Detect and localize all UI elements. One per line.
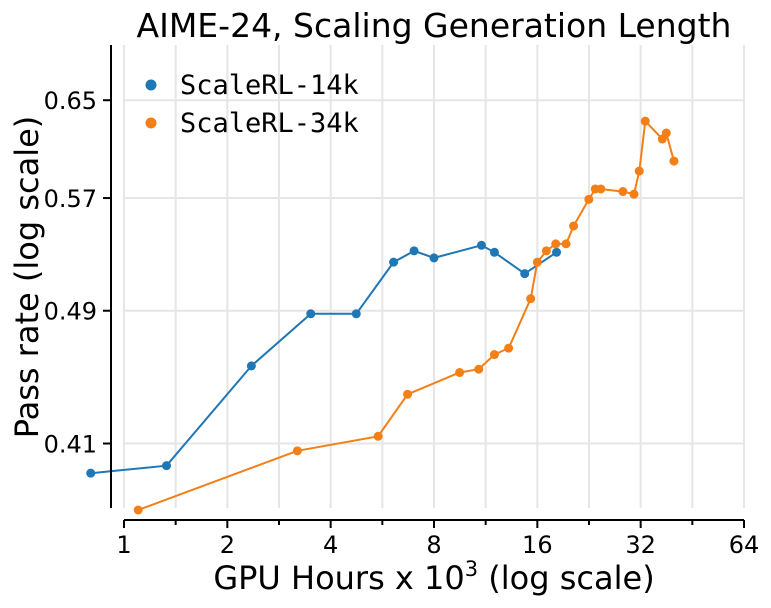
data-point [532,257,542,267]
x-tick-label: 8 [426,531,441,559]
x-tick-label: 4 [323,531,338,559]
data-point [561,239,571,249]
legend-marker [145,79,157,91]
data-point [351,309,361,319]
data-point [569,221,579,231]
series-line [137,118,675,511]
x-axis-label-tail: (log scale) [478,559,655,597]
y-tick-label: 0.65 [44,87,97,115]
data-point [629,189,639,199]
data-point [474,364,484,374]
legend: ScaleRL-14k ScaleRL-34k [145,70,359,139]
data-point [455,368,465,378]
series-line [90,244,558,475]
y-tick-label: 0.57 [44,185,97,213]
data-point [526,294,536,304]
data-point [292,446,302,456]
x-axis-label-main: GPU Hours x 10 [213,559,464,597]
data-point [634,166,644,176]
x-tick-label: 64 [729,531,760,559]
y-tick-label: 0.49 [44,298,97,326]
data-point [489,350,499,360]
tick-layer: 1 2 4 8 16 32 64 0.41 0.49 0.57 0.65 [44,87,760,559]
y-tick-label: 0.41 [44,431,97,459]
data-point [541,246,551,256]
data-point [403,389,413,399]
data-point [86,468,96,478]
legend-label: ScaleRL-34k [180,108,359,139]
data-point [409,246,419,256]
data-point [306,309,316,319]
chart-title: AIME-24, Scaling Generation Length [137,6,732,45]
data-point [520,269,530,279]
data-point [389,257,399,267]
data-point [476,240,486,250]
legend-marker [145,117,157,129]
x-tick-label: 1 [116,531,131,559]
data-point [489,247,499,257]
x-axis-label-exponent: 3 [465,557,478,581]
legend-label: ScaleRL-14k [180,70,359,101]
data-point [584,194,594,204]
x-tick-label: 2 [220,531,235,559]
series-layer [86,116,679,515]
data-point [661,128,671,138]
data-point [596,184,606,194]
data-point [552,247,562,257]
x-tick-label: 32 [625,531,656,559]
data-point [246,361,256,371]
series-ScaleRL-34k [133,116,679,515]
data-point [133,505,143,515]
x-axis-label: GPU Hours x 103 (log scale) [213,557,654,597]
data-point [162,461,172,471]
y-axis-label: Pass rate (log scale) [8,116,46,439]
series-ScaleRL-14k [86,240,562,478]
data-point [618,187,628,197]
data-point [551,239,561,249]
x-tick-label: 16 [522,531,553,559]
data-point [504,343,514,353]
data-point [640,116,650,126]
data-point [373,431,383,441]
data-point [429,253,439,263]
data-point [669,156,679,166]
